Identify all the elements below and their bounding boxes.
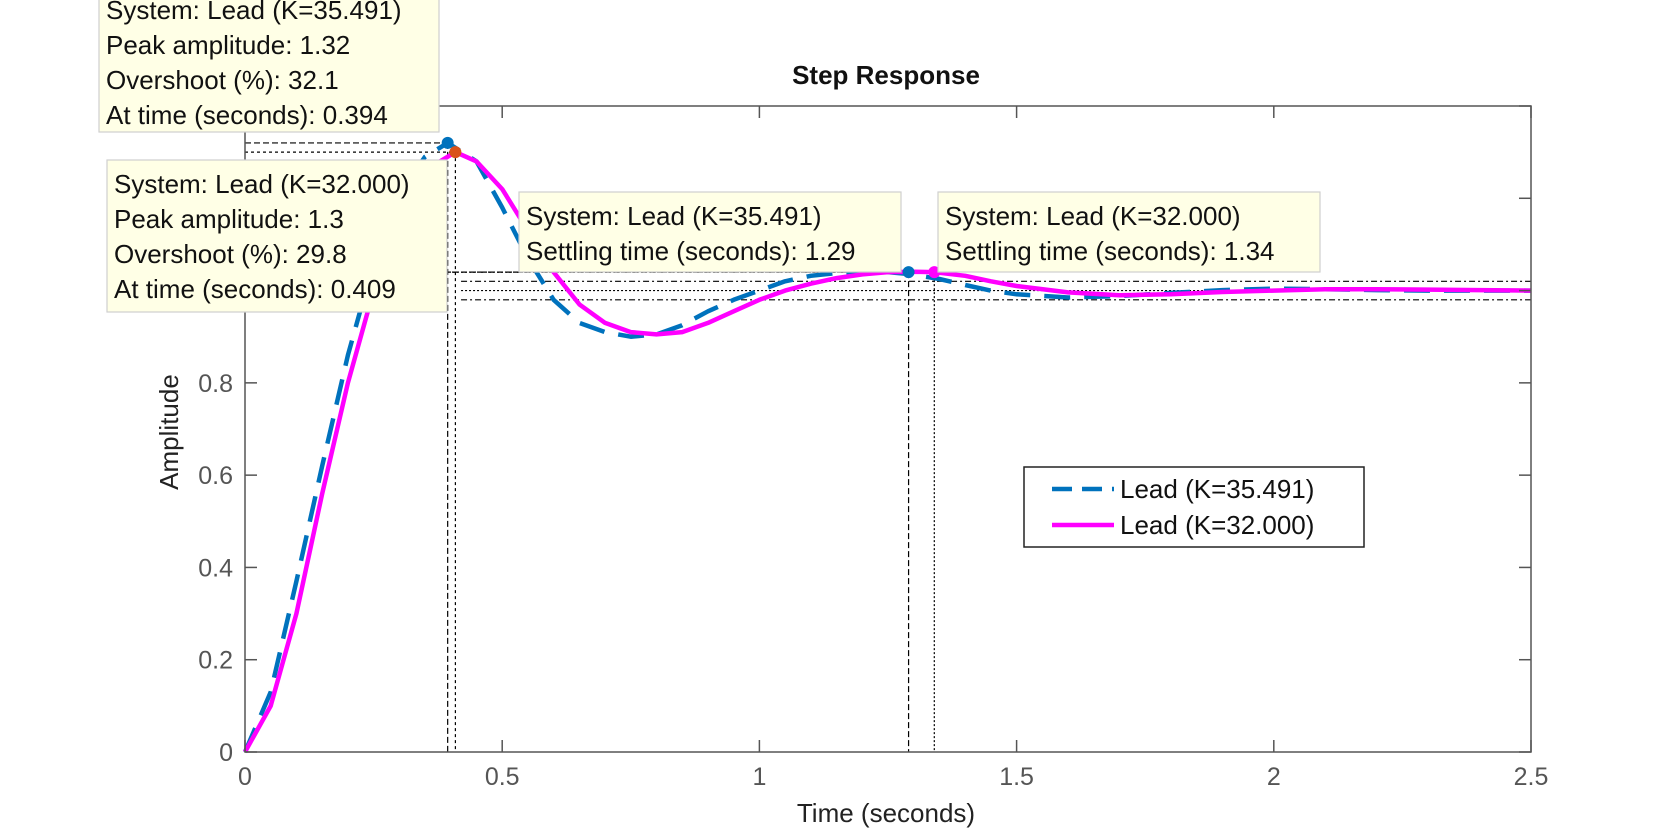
data-tip-line: System: Lead (K=35.491): [106, 0, 402, 25]
x-tick-label: 0: [238, 763, 252, 791]
data-tip-line: Peak amplitude: 1.32: [106, 30, 350, 60]
annotation-marker[interactable]: [902, 266, 915, 279]
data-tip-line: Peak amplitude: 1.3: [114, 204, 344, 234]
chart-title: Step Response: [792, 60, 980, 90]
data-tip-box: [106, 159, 448, 313]
data-tip-2[interactable]: System: Lead (K=32.000) Peak amplitude: 1…: [106, 159, 448, 313]
legend-entry-1: Lead (K=35.491): [1120, 474, 1314, 504]
annotation-marker[interactable]: [441, 136, 454, 149]
y-tick-label: 0: [219, 739, 233, 767]
annotation-marker[interactable]: [449, 146, 462, 159]
legend-box: [1023, 466, 1365, 548]
marker-layer: [441, 136, 941, 279]
axes: 0 0.5 1 1.5 2 2.5 0 0.2 0.4 0.6 0.8: [198, 105, 1549, 791]
legend-entry-2: Lead (K=32.000): [1120, 510, 1314, 540]
x-tick-label: 0.5: [485, 763, 520, 791]
data-tip-line: System: Lead (K=35.491): [526, 201, 822, 231]
y-axis-label: Amplitude: [154, 374, 184, 490]
data-tip-line: System: Lead (K=32.000): [114, 169, 410, 199]
data-tip-1[interactable]: System: Lead (K=35.491) Peak amplitude: 1…: [98, 0, 440, 133]
y-tick-label: 0.2: [198, 647, 233, 675]
legend: Lead (K=35.491) Lead (K=32.000): [1023, 466, 1365, 548]
x-axis-label: Time (seconds): [797, 798, 975, 828]
data-tip-line: Overshoot (%): 32.1: [106, 65, 339, 95]
data-tips: System: Lead (K=35.491) Peak amplitude: 1…: [98, 0, 1321, 313]
y-tick-label: 0.4: [198, 554, 233, 582]
data-tip-line: Overshoot (%): 29.8: [114, 239, 347, 269]
data-tip-line: Settling time (seconds): 1.34: [945, 236, 1275, 266]
x-tick-label: 1: [752, 763, 766, 791]
data-tip-3[interactable]: System: Lead (K=35.491) Settling time (se…: [518, 191, 902, 273]
y-tick-label: 0.8: [198, 370, 233, 398]
data-tip-line: System: Lead (K=32.000): [945, 201, 1241, 231]
data-tip-line: Settling time (seconds): 1.29: [526, 236, 856, 266]
x-tick-label: 2.5: [1514, 763, 1549, 791]
data-tip-4[interactable]: System: Lead (K=32.000) Settling time (se…: [937, 191, 1321, 273]
data-tip-box: [518, 191, 902, 273]
x-tick-label: 2: [1267, 763, 1281, 791]
data-tip-line: At time (seconds): 0.409: [114, 274, 396, 304]
axes-box: [244, 105, 1532, 753]
y-tick-label: 0.6: [198, 462, 233, 490]
data-tip-line: At time (seconds): 0.394: [106, 100, 388, 130]
data-tip-box: [937, 191, 1321, 273]
x-tick-label: 1.5: [999, 763, 1034, 791]
data-tip-box: [98, 0, 440, 133]
